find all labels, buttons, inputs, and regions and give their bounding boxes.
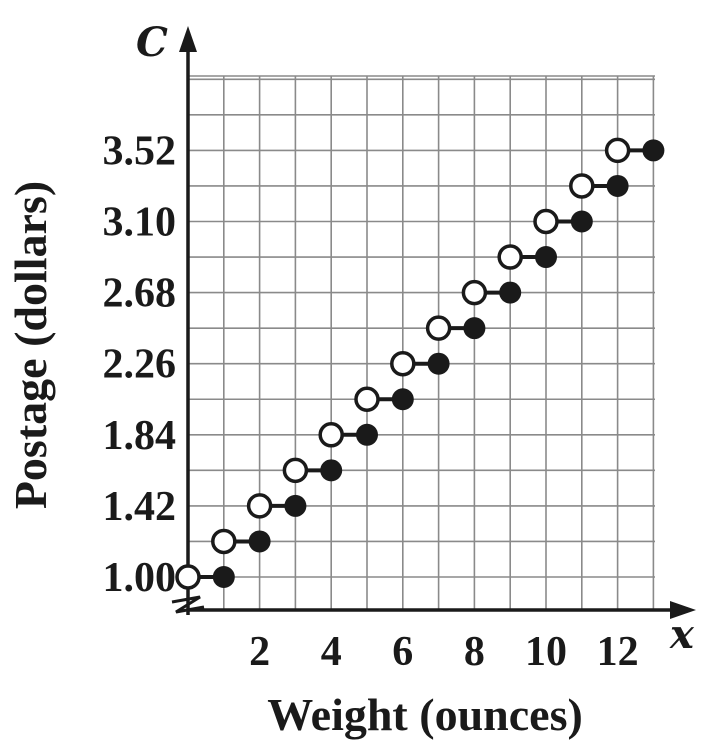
- open-endpoint: [533, 208, 559, 235]
- closed-endpoint: [320, 459, 343, 482]
- open-endpoint: [246, 493, 273, 519]
- step-segment: [425, 315, 486, 341]
- closed-endpoint: [499, 281, 522, 304]
- step-segment: [604, 137, 665, 164]
- step-segment: [175, 564, 235, 590]
- step-segment: [390, 350, 450, 377]
- closed-endpoint: [212, 566, 235, 588]
- y-tick-label: 3.52: [103, 128, 177, 174]
- grid: [187, 75, 655, 610]
- y-axis-label: Postage (dollars): [5, 181, 56, 509]
- closed-endpoint: [248, 530, 271, 553]
- x-axis-arrow: [670, 601, 696, 619]
- x-tick-label: 10: [525, 629, 567, 675]
- step-segment: [211, 528, 271, 555]
- step-segment: [318, 422, 378, 448]
- open-endpoint: [604, 137, 631, 164]
- step-segment: [569, 173, 629, 199]
- step-segment: [354, 386, 414, 412]
- open-endpoint: [318, 422, 344, 448]
- open-endpoint: [390, 350, 416, 377]
- y-tick-label: 2.68: [103, 271, 177, 317]
- open-endpoint: [569, 173, 595, 199]
- open-endpoint: [497, 244, 523, 270]
- step-segment: [533, 208, 593, 235]
- open-endpoint: [425, 315, 452, 341]
- closed-endpoint: [463, 317, 486, 340]
- open-endpoint: [461, 279, 488, 306]
- open-endpoint: [175, 564, 201, 590]
- step-segment: [497, 244, 557, 270]
- x-tick-label: 12: [597, 629, 639, 675]
- x-axis-label: Weight (ounces): [267, 689, 583, 740]
- y-tick-label: 1.84: [103, 413, 177, 459]
- axis-break-mark: [171, 595, 205, 614]
- open-endpoint: [354, 386, 380, 412]
- x-axis-letter: x: [669, 611, 695, 658]
- x-tick-label: 4: [321, 629, 342, 675]
- open-endpoint: [282, 457, 309, 484]
- axes: [171, 26, 696, 619]
- y-axis-letter: C: [136, 19, 168, 66]
- closed-endpoint: [642, 139, 665, 162]
- y-tick-label: 1.42: [103, 484, 177, 530]
- step-segments: [175, 137, 665, 590]
- closed-endpoint: [427, 352, 450, 375]
- closed-endpoint: [606, 174, 629, 197]
- closed-endpoint: [391, 388, 414, 411]
- x-tick-labels: 2 4 6 8 10 12: [249, 629, 638, 675]
- y-axis-arrow: [179, 26, 197, 52]
- y-tick-labels: 1.00 1.42 1.84 2.26 2.68 3.10 3.52: [103, 128, 177, 601]
- closed-endpoint: [570, 210, 593, 233]
- step-segment: [282, 457, 343, 484]
- y-tick-label: 3.10: [103, 200, 177, 246]
- closed-endpoint: [356, 423, 378, 446]
- open-endpoint: [211, 528, 237, 555]
- step-segment: [246, 493, 307, 519]
- closed-endpoint: [535, 246, 557, 269]
- step-segment: [461, 279, 522, 306]
- x-tick-label: 8: [464, 629, 485, 675]
- closed-endpoint: [284, 494, 307, 517]
- y-tick-label: 1.00: [103, 555, 177, 601]
- y-tick-label: 2.26: [103, 342, 177, 388]
- x-tick-label: 6: [392, 629, 413, 675]
- x-tick-label: 2: [249, 629, 270, 675]
